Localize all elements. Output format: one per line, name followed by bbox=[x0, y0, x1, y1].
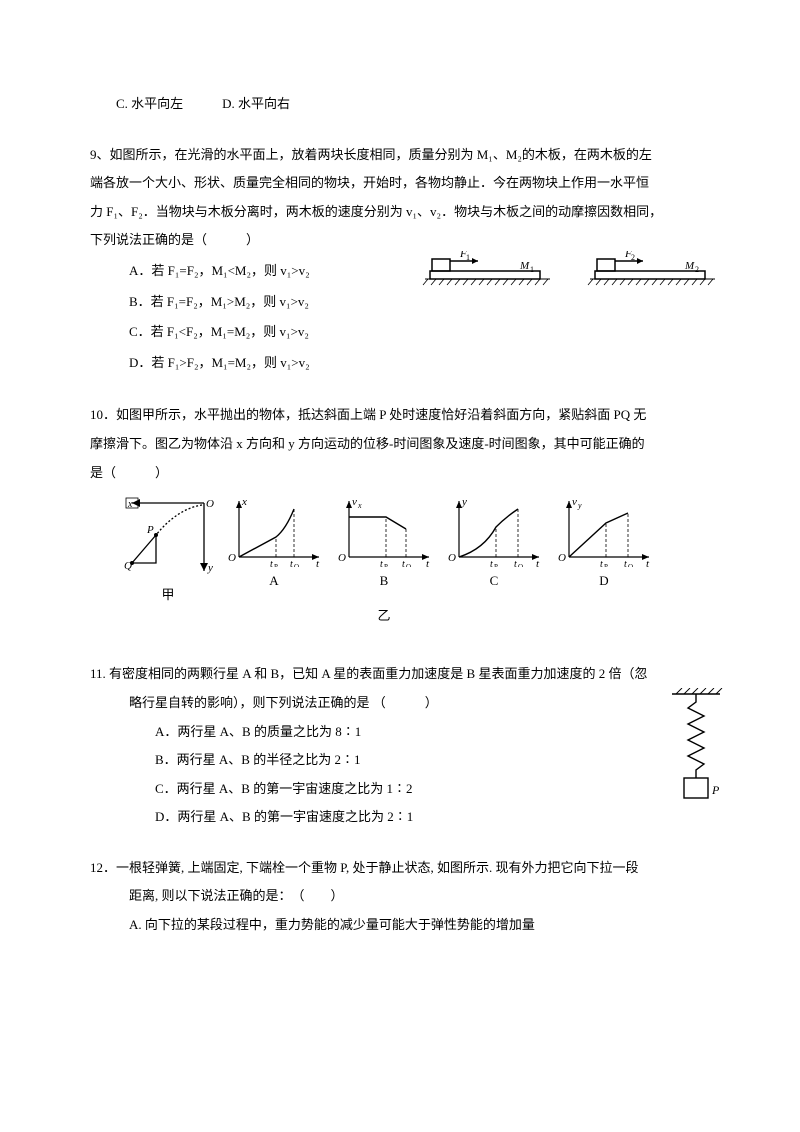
q10-label-a: A bbox=[224, 567, 324, 596]
svg-text:M: M bbox=[519, 260, 530, 272]
svg-text:t: t bbox=[380, 559, 383, 567]
q10-line2: 摩擦滑下。图乙为物体沿 x 方向和 y 方向运动的位移-时间图象及速度-时间图象… bbox=[90, 430, 710, 459]
q11-line2: 略行星自转的影响），则下列说法正确的是 （ ） bbox=[90, 689, 710, 718]
q11-option-d: D．两行星 A、B 的第一宇宙速度之比为 2∶1 bbox=[90, 803, 710, 832]
svg-text:Q: Q bbox=[406, 563, 411, 567]
q10-label-c: C bbox=[444, 567, 544, 596]
svg-text:2: 2 bbox=[631, 253, 635, 262]
svg-text:1: 1 bbox=[466, 253, 470, 262]
svg-text:x: x bbox=[357, 501, 362, 510]
q11-line1: 11. 有密度相同的两颗行星 A 和 B，已知 A 星的表面重力加速度是 B 星… bbox=[90, 660, 710, 689]
svg-text:t: t bbox=[646, 558, 650, 567]
svg-text:t: t bbox=[600, 559, 603, 567]
q12-line1: 12．一根轻弹簧, 上端固定, 下端栓一个重物 P, 处于静止状态, 如图所示.… bbox=[90, 854, 710, 883]
q11-option-c: C．两行星 A、B 的第一宇宙速度之比为 1∶2 bbox=[90, 775, 710, 804]
q11: 11. 有密度相同的两颗行星 A 和 B，已知 A 星的表面重力加速度是 B 星… bbox=[90, 660, 710, 832]
q10-figures: x y O P Q 甲 bbox=[122, 495, 710, 630]
svg-text:t: t bbox=[490, 559, 493, 567]
svg-text:2: 2 bbox=[695, 265, 699, 274]
q10: 10．如图甲所示，水平抛出的物体，抵达斜面上端 P 处时速度恰好沿着斜面方向，紧… bbox=[90, 401, 710, 630]
q10-label-b: B bbox=[334, 567, 434, 596]
q9-option-d: D．若 F₁>F₂，M₁=M₂，则 v₁>v₂ bbox=[90, 349, 710, 378]
q10-label-jia: 甲 bbox=[122, 581, 214, 610]
svg-text:y: y bbox=[577, 501, 582, 510]
svg-text:O: O bbox=[228, 552, 236, 564]
svg-text:Q: Q bbox=[518, 563, 523, 567]
svg-text:Q: Q bbox=[628, 563, 633, 567]
q10-graph-d: O v y t t P t Q D bbox=[554, 495, 654, 596]
svg-text:O: O bbox=[448, 552, 456, 564]
q11-option-a: A．两行星 A、B 的质量之比为 8∶1 bbox=[90, 718, 710, 747]
svg-text:P: P bbox=[711, 783, 720, 797]
svg-text:O: O bbox=[338, 552, 346, 564]
svg-text:t: t bbox=[270, 559, 273, 567]
svg-text:v: v bbox=[352, 496, 357, 508]
q10-label-yi: 乙 bbox=[334, 602, 434, 631]
svg-text:Q: Q bbox=[294, 563, 299, 567]
svg-text:y: y bbox=[461, 496, 467, 508]
svg-text:x: x bbox=[127, 499, 133, 510]
svg-text:O: O bbox=[206, 498, 214, 510]
q11-option-b: B．两行星 A、B 的半径之比为 2∶1 bbox=[90, 746, 710, 775]
svg-text:t: t bbox=[316, 558, 320, 567]
svg-text:t: t bbox=[536, 558, 540, 567]
prev-question-options: C. 水平向左 D. 水平向右 bbox=[90, 90, 710, 119]
svg-text:O: O bbox=[558, 552, 566, 564]
q10-label-d: D bbox=[554, 567, 654, 596]
q10-graph-b: O v x t t P t Q B 乙 bbox=[334, 495, 434, 630]
svg-text:M: M bbox=[684, 260, 695, 272]
q9-stem-line2: 端各放一个大小、形状、质量完全相同的物块，开始时，各物均静止．今在两物块上作用一… bbox=[90, 169, 710, 198]
svg-text:t: t bbox=[624, 559, 627, 567]
svg-text:t: t bbox=[426, 558, 430, 567]
svg-text:t: t bbox=[402, 559, 405, 567]
q9-figure: F 1 M 1 bbox=[420, 251, 730, 295]
q9: 9、如图所示，在光滑的水平面上，放着两块长度相同，质量分别为 M₁、M₂的木板，… bbox=[90, 141, 710, 378]
svg-text:t: t bbox=[514, 559, 517, 567]
svg-text:x: x bbox=[241, 496, 247, 508]
q9-blocks-svg: F 1 M 1 bbox=[420, 251, 730, 295]
svg-text:1: 1 bbox=[530, 265, 534, 274]
q10-fig-jia: x y O P Q 甲 bbox=[122, 495, 214, 610]
q12: 12．一根轻弹簧, 上端固定, 下端栓一个重物 P, 处于静止状态, 如图所示.… bbox=[90, 854, 710, 940]
svg-text:t: t bbox=[290, 559, 293, 567]
q12-spring-figure: P bbox=[668, 688, 724, 808]
q9-stem-line1: 9、如图所示，在光滑的水平面上，放着两块长度相同，质量分别为 M₁、M₂的木板，… bbox=[90, 141, 710, 170]
page-content: C. 水平向左 D. 水平向右 9、如图所示，在光滑的水平面上，放着两块长度相同… bbox=[0, 0, 800, 980]
svg-text:y: y bbox=[207, 562, 213, 574]
q9-option-c: C．若 F₁<F₂，M₁=M₂，则 v₁>v₂ bbox=[90, 318, 710, 347]
svg-text:v: v bbox=[572, 496, 577, 508]
q12-line2: 距离, 则以下说法正确的是： （ ） bbox=[90, 882, 710, 911]
q12-option-a: A. 向下拉的某段过程中，重力势能的减少量可能大于弹性势能的增加量 bbox=[90, 911, 710, 940]
svg-text:P: P bbox=[146, 524, 154, 536]
q10-line1: 10．如图甲所示，水平抛出的物体，抵达斜面上端 P 处时速度恰好沿着斜面方向，紧… bbox=[90, 401, 710, 430]
q10-line3: 是（ ） bbox=[90, 459, 710, 488]
q10-graph-c: O y t t P t Q C bbox=[444, 495, 544, 596]
q9-stem-line3: 力 F₁、F₂．当物块与木板分离时，两木板的速度分别为 v₁、v₂．物块与木板之… bbox=[90, 198, 710, 227]
q10-graph-a: O x t t P t Q A bbox=[224, 495, 324, 596]
